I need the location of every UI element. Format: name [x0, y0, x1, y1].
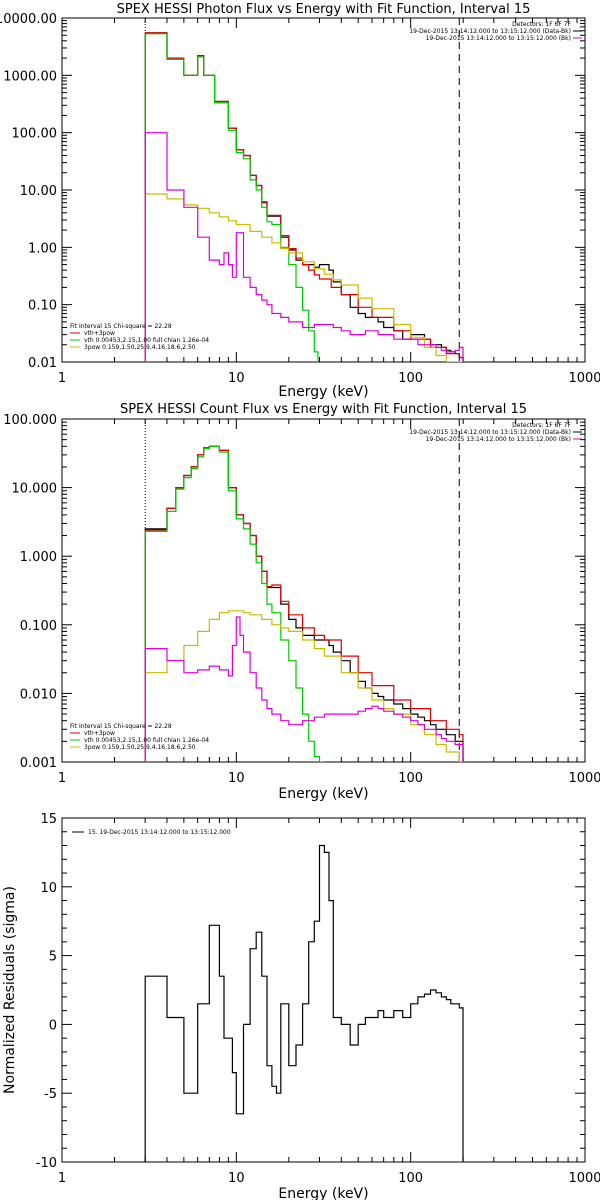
series-line-data-bk [144, 445, 464, 762]
x-tick-label: 1000 [568, 1171, 600, 1186]
plot-frame [61, 418, 586, 763]
info-line: 19-Dec-2015 13:14:12.000 to 13:15:12.000… [426, 436, 571, 443]
y-tick-label: 10.000 [12, 482, 58, 497]
series-line-residuals [144, 844, 464, 1162]
fit-info-line: vth 0.00453,2.15,1.00 full chian 1.26e-0… [84, 337, 209, 344]
info-line: 19-Dec-2015 13:14:12.000 to 13:15:12.000… [426, 35, 571, 42]
x-axis-label: Energy (keV) [278, 384, 368, 400]
plot-frame [61, 817, 586, 1163]
x-axis-label: Energy (keV) [278, 786, 368, 802]
y-tick-label: 0 [49, 1018, 57, 1033]
y-tick-label: 100.00 [12, 127, 58, 142]
series-line-vth-3pow [144, 32, 464, 362]
y-tick-label: 0.001 [20, 756, 57, 771]
fit-info-line: vth+3pow [84, 730, 115, 737]
y-tick-label: 10.00 [20, 184, 57, 199]
fit-info-line: 3pow 0.159,1.50,25.9,4.16,18.6,2.50 [84, 344, 196, 351]
info-line: 19-Dec-2015 13:14:12.000 to 13:15:12.000… [409, 429, 571, 436]
x-tick-label: 1 [58, 371, 66, 386]
y-tick-label: 0.01 [28, 356, 57, 371]
series-line-data-bk [144, 32, 464, 362]
chart-title: SPEX HESSI Photon Flux vs Energy with Fi… [117, 2, 531, 17]
legend-entry: 15. 19-Dec-2015 13:14:12.000 to 13:15:12… [88, 829, 231, 836]
y-tick-label: 1000.00 [3, 69, 57, 84]
x-tick-label: 10 [228, 1171, 245, 1186]
chart-panel-2: SPEX HESSI Count Flux vs Energy with Fit… [3, 402, 600, 802]
x-tick-label: 1 [58, 771, 66, 786]
x-axis-label: Energy (keV) [278, 1186, 368, 1200]
y-tick-label: 0.010 [20, 687, 57, 702]
y-tick-label: 1.000 [20, 550, 57, 565]
info-line: 19-Dec-2015 13:14:12.000 to 13:15:12.000… [409, 28, 571, 35]
x-tick-label: 10 [228, 371, 245, 386]
x-tick-label: 100 [398, 371, 423, 386]
fit-info-line: vth 0.00453,2.15,1.00 full chian 1.26e-0… [84, 737, 209, 744]
y-tick-label: 0.100 [20, 619, 57, 634]
series-line-bk [144, 616, 464, 762]
x-tick-label: 1000 [568, 771, 600, 786]
x-tick-label: 100 [398, 1171, 423, 1186]
y-tick-label: 5 [49, 950, 57, 965]
fit-info-line: 3pow 0.159,1.50,25.9,4.16,18.6,2.50 [84, 744, 196, 751]
series-line-bk [144, 132, 464, 362]
info-line: Detectors: 1F 6F 7F [512, 422, 571, 429]
y-tick-label: -10 [36, 1156, 57, 1171]
info-line: Detectors: 1F 6F 7F [512, 21, 571, 28]
series-line-3pow [144, 193, 464, 362]
y-tick-label: 10000.00 [0, 12, 57, 27]
chart-title: SPEX HESSI Count Flux vs Energy with Fit… [120, 402, 527, 417]
y-axis-label: Normalized Residuals (sigma) [2, 886, 18, 1094]
x-tick-label: 100 [398, 771, 423, 786]
x-tick-label: 1000 [568, 371, 600, 386]
series-line-vth [144, 33, 319, 362]
x-tick-label: 10 [228, 771, 245, 786]
fit-info-line: Fit Interval 15 Chi-square = 22.28 [70, 323, 172, 330]
plot-frame [61, 17, 586, 363]
chart-panel-3: Energy (keV) Normalized Residuals (sigma)… [2, 812, 600, 1200]
y-tick-label: 100.000 [3, 413, 57, 428]
series-line-vth-3pow [144, 445, 464, 762]
y-tick-label: 1.00 [28, 241, 57, 256]
y-tick-label: -5 [44, 1087, 57, 1102]
chart-panel-1: SPEX HESSI Photon Flux vs Energy with Fi… [0, 2, 600, 400]
x-tick-label: 1 [58, 1171, 66, 1186]
y-tick-label: 15 [40, 812, 57, 827]
y-tick-label: 0.10 [28, 299, 57, 314]
fit-info-line: vth+3pow [84, 330, 115, 337]
series-line-vth [144, 445, 324, 762]
fit-info-line: Fit Interval 15 Chi-square = 22.28 [70, 723, 172, 730]
y-tick-label: 10 [40, 881, 57, 896]
